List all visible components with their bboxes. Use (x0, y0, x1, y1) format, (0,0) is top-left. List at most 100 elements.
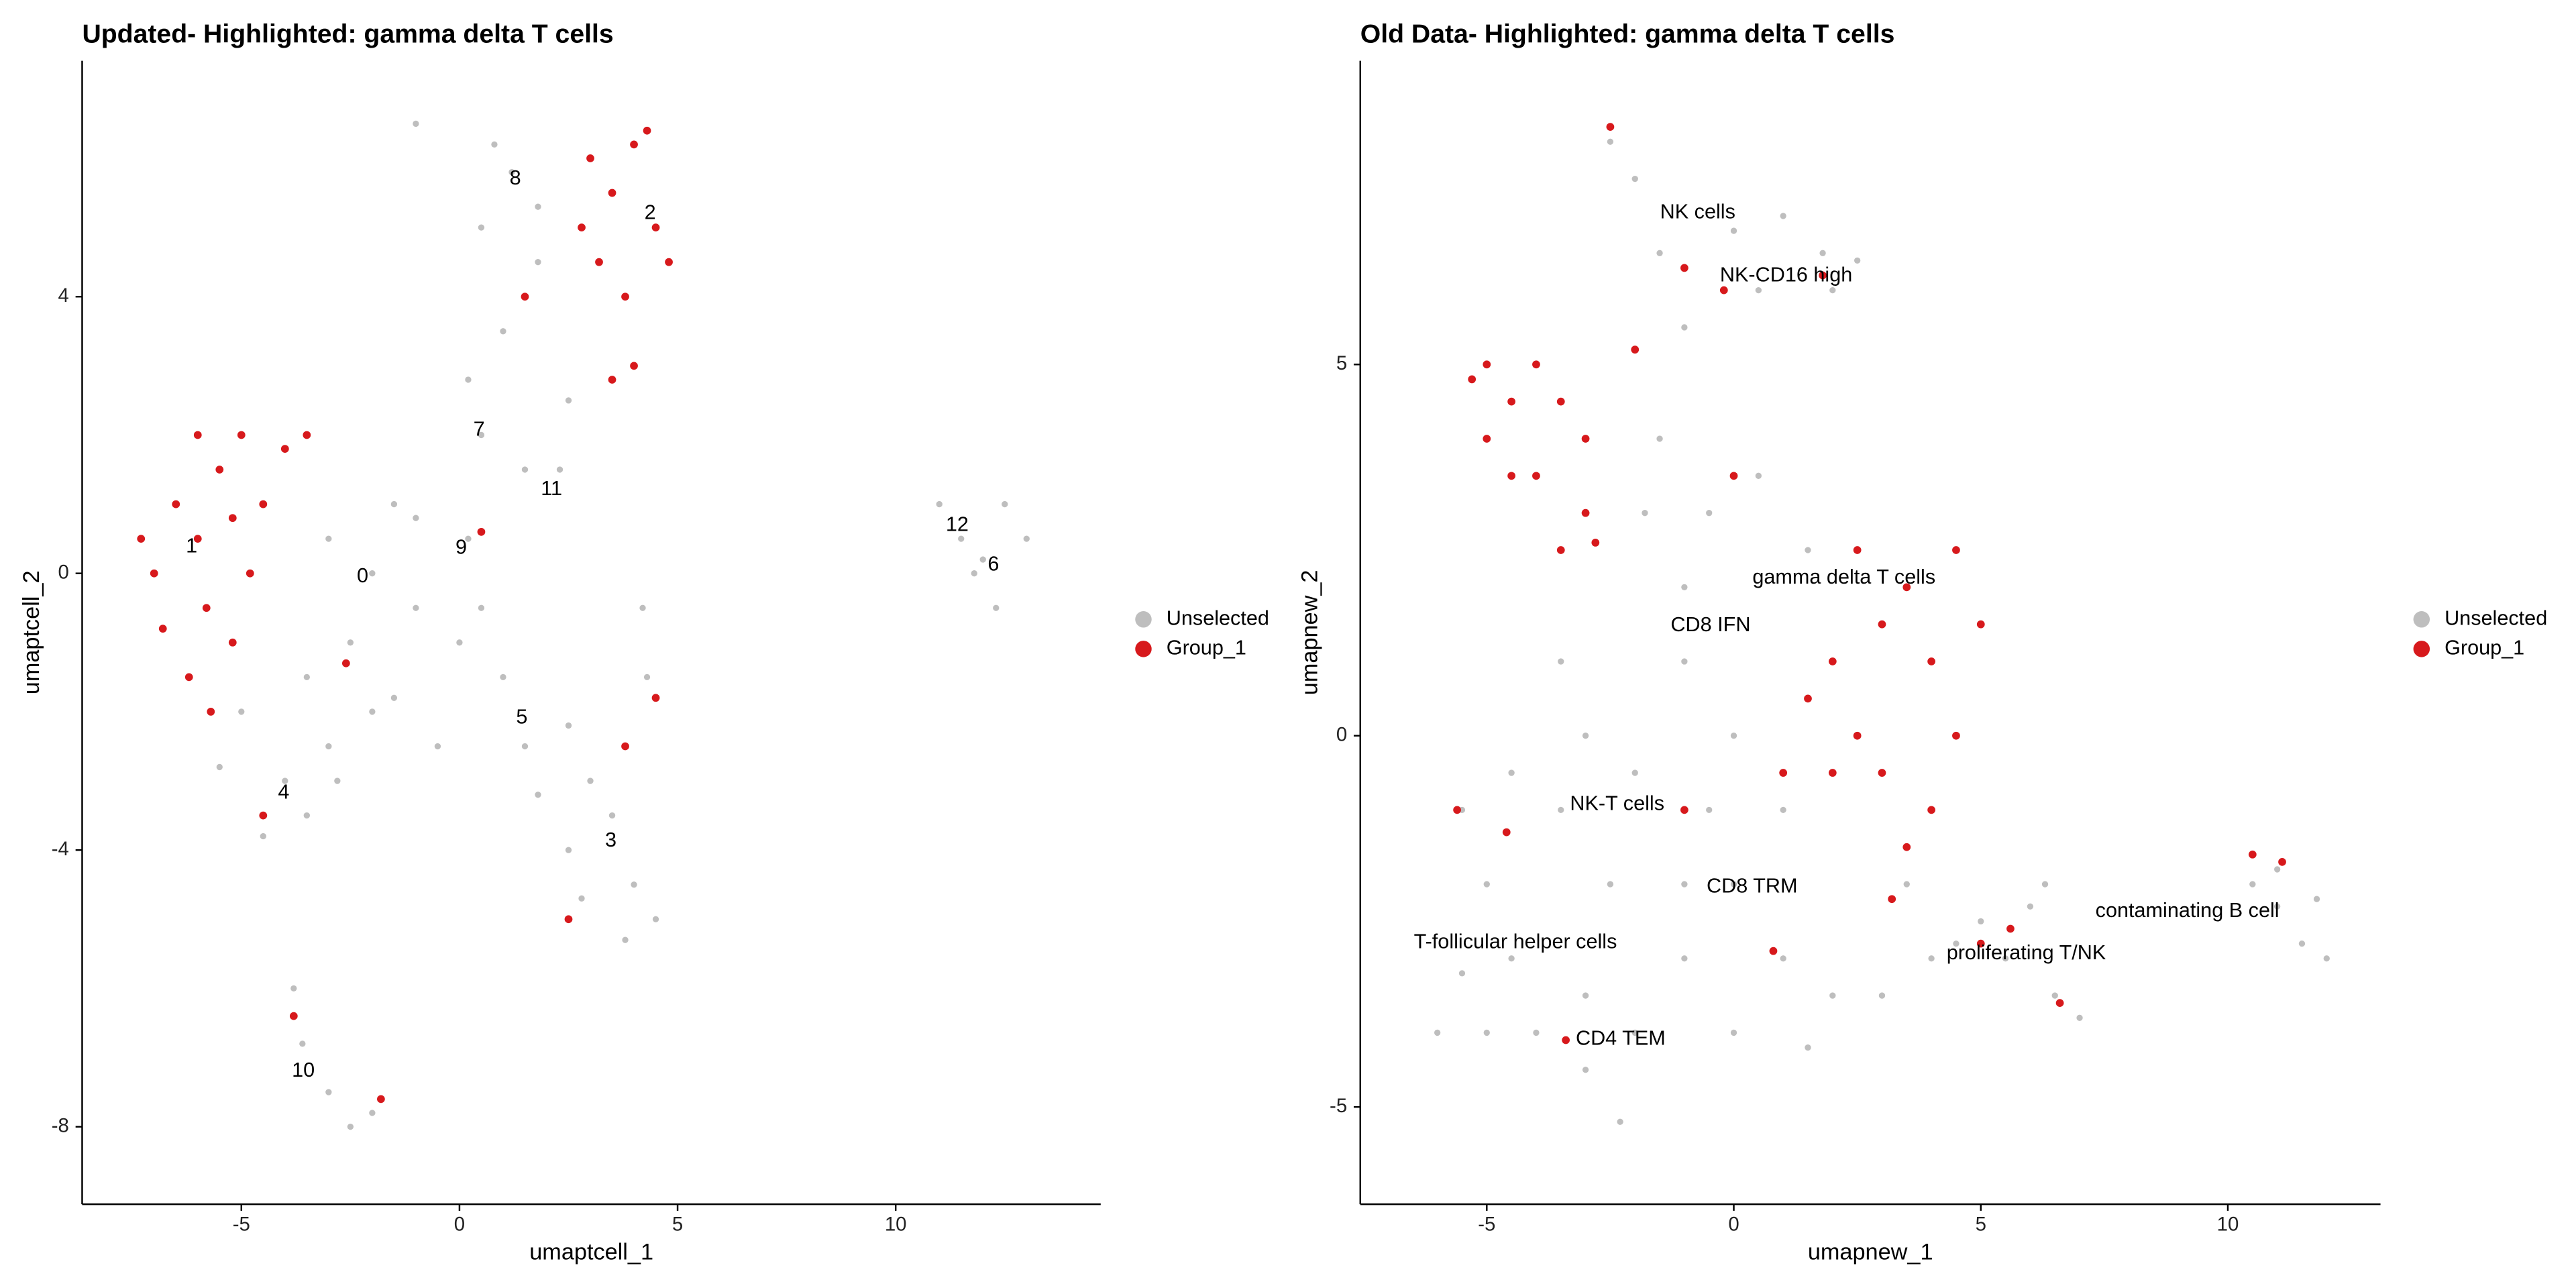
y-tick-label: 5 (1336, 352, 1347, 374)
point (1507, 397, 1515, 406)
legend-label: Group_1 (2445, 636, 2524, 659)
point (1483, 435, 1491, 443)
cluster-label: gamma delta T cells (1752, 566, 1935, 588)
point (390, 694, 398, 701)
point (2249, 881, 2256, 888)
cluster-label: contaminating B cell (2096, 899, 2279, 922)
point (1681, 324, 1688, 331)
cluster-label: NK-CD16 high (1720, 264, 1852, 286)
point (434, 743, 441, 750)
point (1719, 286, 1728, 294)
point (325, 1089, 332, 1095)
x-axis-label: umaptcell_1 (529, 1240, 653, 1265)
point (1854, 257, 1861, 264)
point (1680, 264, 1688, 272)
point (2076, 1014, 2083, 1021)
point (608, 189, 616, 197)
point (413, 120, 419, 127)
point (608, 376, 616, 384)
point (413, 604, 419, 611)
point (465, 376, 472, 383)
point (1730, 881, 1737, 888)
point (1853, 731, 1862, 740)
point (2051, 992, 2058, 999)
point (1953, 940, 1960, 947)
point (2323, 955, 2330, 962)
point (228, 638, 237, 647)
x-tick-label: 5 (1976, 1214, 1986, 1236)
point (184, 673, 193, 682)
point (456, 639, 463, 646)
point (1681, 584, 1688, 590)
point (172, 500, 180, 508)
cluster-label: 1 (186, 535, 197, 557)
point (1556, 546, 1565, 554)
point (1532, 472, 1540, 480)
point (478, 604, 485, 611)
cluster-label: 6 (987, 552, 999, 575)
legend-swatch (2413, 611, 2430, 628)
point (595, 258, 603, 266)
point (202, 604, 211, 612)
point (347, 639, 354, 646)
cluster-label: 4 (278, 781, 289, 804)
point (1458, 970, 1466, 977)
point (1631, 1029, 1638, 1036)
point (1902, 583, 1911, 592)
cluster-label: CD8 IFN (1670, 613, 1750, 636)
y-tick-label: 4 (58, 284, 69, 307)
point (1581, 508, 1590, 517)
x-tick-label: 10 (2217, 1214, 2239, 1236)
point (1507, 472, 1515, 480)
point (1631, 175, 1638, 182)
point (1888, 895, 1896, 904)
point (993, 604, 1000, 611)
point (290, 985, 297, 992)
point (237, 431, 246, 439)
legend-label: Unselected (1167, 606, 1269, 629)
y-axis-label: umapnew_2 (1297, 570, 1322, 696)
point (303, 431, 311, 439)
point (535, 792, 541, 798)
point (477, 527, 486, 536)
point (1607, 881, 1614, 888)
point (651, 223, 660, 231)
point (1631, 769, 1638, 776)
point (1556, 397, 1565, 406)
point (1502, 828, 1511, 837)
cluster-label: 8 (510, 166, 521, 189)
y-tick-label: -5 (1330, 1095, 1347, 1117)
point (478, 431, 485, 439)
x-axis-label: umapnew_1 (1808, 1240, 1933, 1265)
point (259, 500, 268, 508)
point (2002, 955, 2009, 962)
point (158, 625, 167, 633)
legend-label: Group_1 (1167, 636, 1246, 659)
point (1681, 658, 1688, 665)
point (216, 763, 223, 771)
point (508, 168, 515, 176)
point (1730, 1029, 1737, 1036)
point (1928, 955, 1935, 962)
cluster-label: 2 (645, 201, 656, 224)
y-axis-label: umaptcell_2 (19, 570, 44, 694)
point (639, 604, 646, 611)
point (1582, 1067, 1589, 1073)
point (1681, 881, 1688, 888)
point (478, 224, 485, 231)
point (1952, 546, 1960, 554)
panel: Updated- Highlighted: gamma delta T cell… (19, 20, 1269, 1265)
point (193, 535, 202, 543)
point (565, 397, 572, 404)
x-tick-label: 10 (885, 1214, 907, 1236)
point (1853, 546, 1862, 554)
point (521, 743, 529, 750)
point (535, 259, 541, 266)
point (289, 1012, 298, 1020)
point (1780, 806, 1786, 814)
point (228, 514, 237, 523)
point (1755, 472, 1762, 479)
chart-title: Updated- Highlighted: gamma delta T cell… (82, 20, 613, 49)
cluster-label: 7 (474, 417, 485, 440)
point (1804, 694, 1812, 703)
